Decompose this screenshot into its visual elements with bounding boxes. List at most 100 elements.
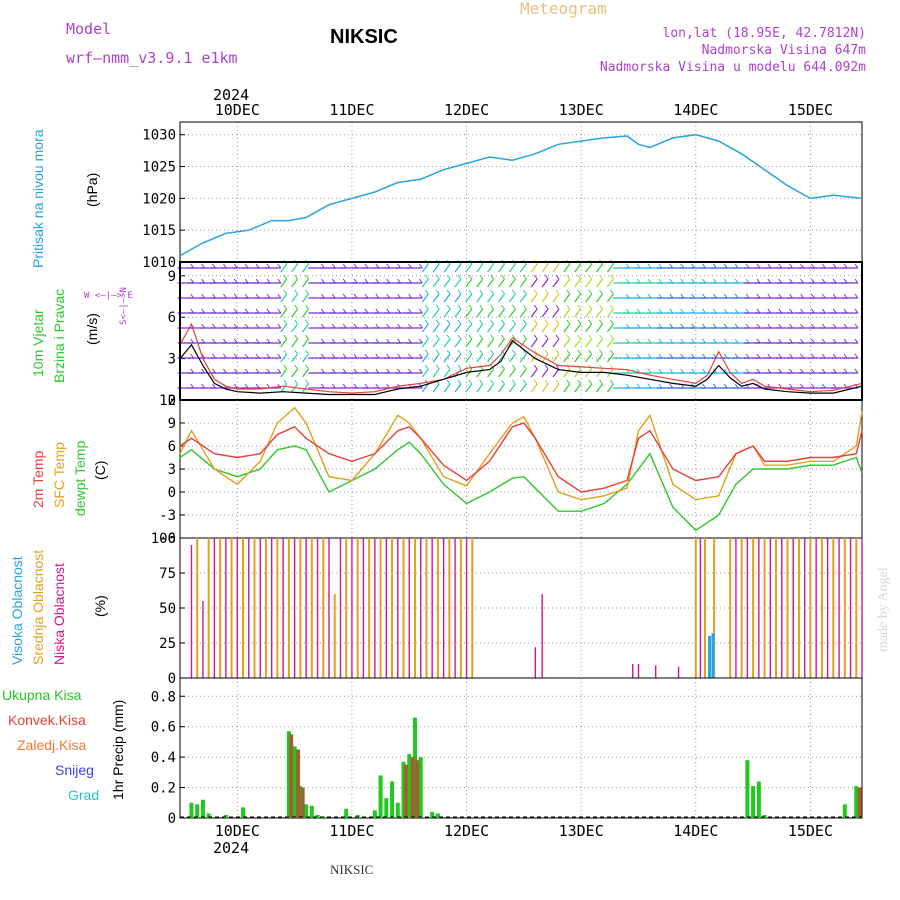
- wind-barb: [606, 353, 614, 363]
- wind-barb-tick: [468, 349, 473, 355]
- wind-barb-tick: [691, 353, 696, 359]
- wind-barb-tick: [212, 383, 216, 389]
- wind-barb: [563, 383, 571, 393]
- wind-barb-tick: [386, 308, 391, 314]
- cloud-bar: [803, 538, 806, 678]
- wind-barb-tick: [636, 263, 641, 269]
- wind-barb-tick: [353, 293, 358, 299]
- wind-barb: [291, 323, 299, 333]
- wind-barb-tick: [691, 278, 696, 284]
- time-axis: 10DEC 10DEC 11DEC 11DEC 12DEC 12DEC 13DEC 13DEC…: [215, 101, 833, 840]
- wind-barb: [465, 278, 473, 288]
- wind-barb-tick: [353, 323, 358, 329]
- wind-barb: [454, 323, 462, 333]
- wind-barb-tick: [669, 293, 674, 299]
- cloud-bar: [236, 538, 239, 678]
- wind-barb-tick: [353, 383, 358, 389]
- wind-barb-tick: [756, 308, 761, 314]
- wind-barb-tick: [734, 278, 739, 284]
- wind-barb-tick: [854, 368, 859, 374]
- wind-barb-tick: [305, 364, 309, 370]
- wind-barb-tick: [201, 293, 206, 299]
- wind-barb: [498, 308, 505, 318]
- wind-barb: [280, 338, 288, 348]
- wind-barb-tick: [680, 263, 685, 269]
- wind-barb-tick: [636, 338, 641, 344]
- wind-barb-tick: [647, 293, 652, 299]
- wind-barb: [563, 353, 571, 363]
- wind-barb: [454, 353, 462, 363]
- wind-barb: [280, 353, 288, 363]
- cloud-bar: [397, 538, 399, 678]
- temp-label-3: dewpt Temp: [72, 441, 88, 516]
- wind-barb: [519, 383, 527, 393]
- wind-barb-tick: [566, 274, 571, 280]
- wind-barb: [465, 353, 473, 363]
- wind-barb-tick: [212, 308, 216, 314]
- wind-barb-tick: [625, 263, 630, 269]
- wind-barb-tick: [767, 368, 772, 374]
- wind-barb: [291, 293, 299, 303]
- wind-barb-tick: [490, 379, 495, 385]
- wind-barb-tick: [266, 323, 271, 329]
- wind-barb-tick: [212, 338, 216, 344]
- wind-barb-tick: [723, 353, 728, 359]
- ytick-label: 0: [168, 485, 176, 501]
- wind-barb-tick: [811, 368, 815, 374]
- wind-barb-tick: [821, 323, 826, 329]
- wind-barb-tick: [734, 353, 739, 359]
- ytick-label: -6: [159, 531, 176, 547]
- wind-barb-tick: [342, 263, 347, 269]
- wind-barb-tick: [305, 319, 309, 325]
- ytick-label: 0.6: [151, 720, 176, 736]
- wind-barb-tick: [544, 349, 549, 355]
- wind-barb: [432, 323, 440, 333]
- wind-barb-tick: [397, 368, 402, 374]
- ytick-label: 50: [159, 601, 176, 617]
- wind-barb-tick: [756, 338, 761, 344]
- wind-barb: [606, 323, 614, 333]
- wind-barb: [487, 263, 495, 273]
- wind-barb-tick: [419, 293, 423, 299]
- wind-barb: [421, 323, 429, 333]
- wind-barb-tick: [522, 379, 527, 385]
- cloud-bar: [654, 665, 657, 678]
- wind-barb-tick: [723, 278, 728, 284]
- wind-barb-tick: [468, 379, 473, 385]
- wind-barb-tick: [408, 368, 412, 374]
- wind-barb: [596, 383, 603, 393]
- wind-barb-tick: [713, 263, 717, 269]
- wind-barb-tick: [625, 383, 630, 389]
- wind-barb-tick: [778, 338, 783, 344]
- precip-total-bar: [412, 717, 417, 818]
- wind-barb-tick: [691, 368, 696, 374]
- wind-barb-tick: [566, 319, 571, 325]
- wind-barb-tick: [408, 308, 412, 314]
- wind-barb-tick: [457, 289, 462, 295]
- wind-barb-tick: [255, 353, 260, 359]
- cloud-bar: [368, 538, 371, 678]
- wind-barb-tick: [647, 278, 652, 284]
- wind-barb: [443, 383, 451, 393]
- wind-barb-tick: [212, 278, 216, 284]
- wind-barb: [606, 263, 614, 273]
- wind-barb-tick: [745, 338, 750, 344]
- precip-total-bar: [304, 804, 309, 818]
- wind-barb: [443, 353, 451, 363]
- wind-barb-tick: [544, 334, 549, 340]
- cloud-bar: [752, 538, 755, 678]
- wind-barb: [465, 368, 473, 378]
- wind-barb-tick: [723, 368, 728, 374]
- top-date-label: 13DEC: [559, 101, 604, 119]
- wind-barb: [280, 293, 288, 303]
- precip-total-bar: [200, 799, 205, 818]
- precip-total-bar: [430, 811, 435, 818]
- wind-barb: [508, 308, 516, 318]
- wind-barb: [443, 263, 451, 273]
- wind-barb-tick: [294, 364, 299, 370]
- wind-barb-tick: [832, 368, 837, 374]
- wind-barb-tick: [778, 353, 783, 359]
- wind-barb: [280, 278, 288, 288]
- wind-barb-tick: [294, 289, 299, 295]
- wind-barb-tick: [647, 383, 652, 389]
